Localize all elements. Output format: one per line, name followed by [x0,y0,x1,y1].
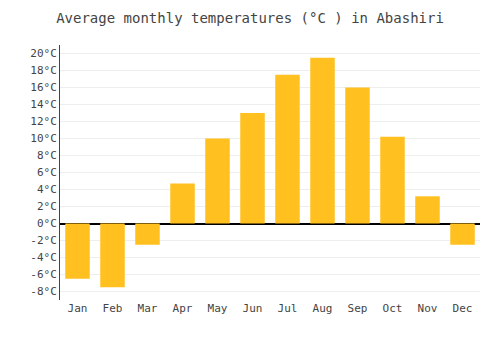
svg-text:20°C: 20°C [30,47,57,60]
svg-text:Aug: Aug [313,302,333,315]
svg-text:Oct: Oct [383,302,403,315]
svg-text:Feb: Feb [103,302,123,315]
svg-text:Jul: Jul [278,302,298,315]
svg-text:0°C: 0°C [37,217,57,230]
svg-text:18°C: 18°C [30,64,57,77]
svg-text:Dec: Dec [453,302,473,315]
svg-text:Apr: Apr [173,302,193,315]
svg-text:4°C: 4°C [37,183,57,196]
svg-text:-8°C: -8°C [30,285,57,298]
svg-text:8°C: 8°C [37,149,57,162]
svg-text:Jan: Jan [68,302,88,315]
svg-text:12°C: 12°C [30,115,57,128]
svg-text:6°C: 6°C [37,166,57,179]
svg-text:Average monthly temperatures (: Average monthly temperatures (°C ) in Ab… [56,10,444,26]
svg-text:Mar: Mar [138,302,158,315]
svg-text:Jun: Jun [243,302,263,315]
svg-text:-4°C: -4°C [30,251,57,264]
svg-text:16°C: 16°C [30,81,57,94]
svg-text:14°C: 14°C [30,98,57,111]
svg-text:Nov: Nov [418,302,438,315]
svg-text:-2°C: -2°C [30,234,57,247]
svg-text:May: May [208,302,228,315]
svg-text:2°C: 2°C [37,200,57,213]
svg-text:10°C: 10°C [30,132,57,145]
svg-text:Sep: Sep [348,302,368,315]
svg-text:-6°C: -6°C [30,268,57,281]
